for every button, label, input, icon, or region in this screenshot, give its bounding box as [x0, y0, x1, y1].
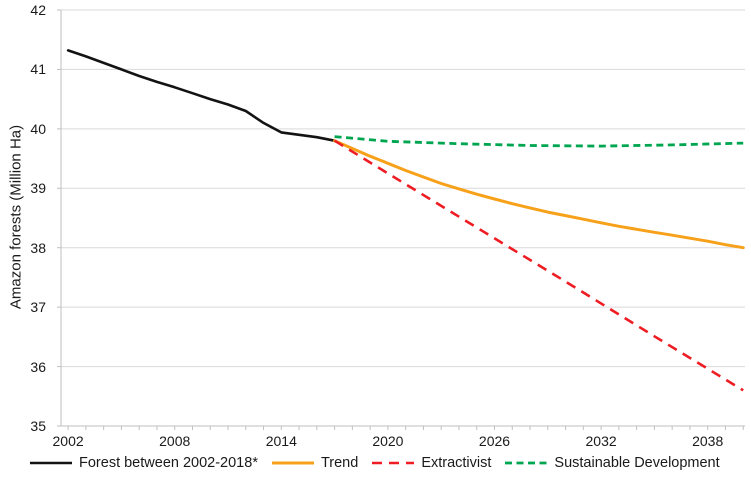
legend-item-sustainable-development: Sustainable Development	[504, 455, 720, 471]
legend-line-sample-sustainable-development	[505, 461, 548, 465]
y-axis-title: Amazon forests (Million Ha)	[7, 124, 25, 310]
legend-line-sample-trend	[271, 461, 314, 465]
legend-label-extractivist: Extractivist	[421, 455, 492, 471]
legend-item-extractivist: Extractivist	[371, 455, 491, 471]
series-line-extractivist	[333, 139, 744, 392]
series-line-sustainable-development	[334, 135, 744, 148]
legend-line-sample-forest-2002-2018	[30, 461, 72, 465]
legend-label-trend: Trend	[320, 455, 359, 471]
series-line-trend	[333, 139, 745, 250]
legend-label-forest-2002-2018: Forest between 2002-2018*	[79, 455, 258, 471]
legend-item-forest-2002-2018: Forest between 2002-2018*	[29, 455, 258, 471]
legend-label-sustainable-development: Sustainable Development	[554, 455, 720, 471]
series-line-forest-2002-2018	[66, 49, 336, 142]
legend: Forest between 2002-2018* Trend Extractivi…	[29, 452, 720, 474]
legend-line-sample-extractivist	[372, 461, 415, 465]
legend-item-trend: Trend	[271, 455, 358, 471]
